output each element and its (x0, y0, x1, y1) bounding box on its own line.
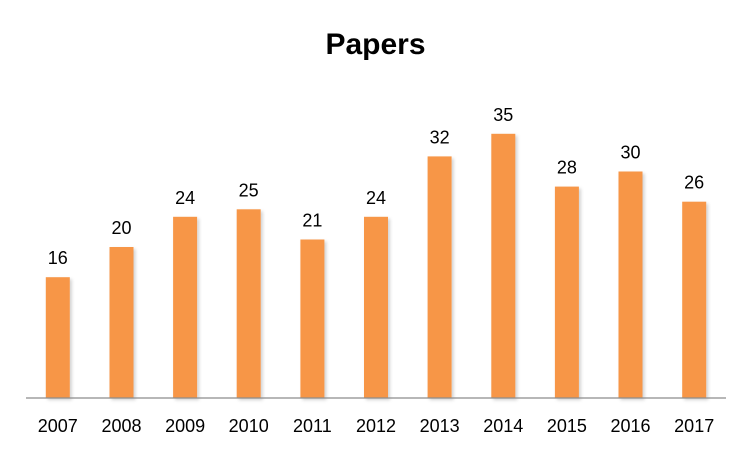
x-tick-label-2011: 2011 (293, 416, 332, 436)
x-tick-label-2014: 2014 (483, 416, 523, 436)
x-tick-labels-layer: 2007 2008 2009 2010 2011 2012 2013 2014 2015 2016… (38, 416, 714, 436)
x-tick-label-2010: 2010 (229, 416, 269, 436)
bar-2011 (300, 239, 325, 398)
data-label-2012: 24 (366, 188, 386, 208)
data-label-2007: 16 (48, 248, 68, 268)
x-tick-label-2007: 2007 (38, 416, 78, 436)
bar-2015 (554, 186, 579, 398)
x-tick-label-2009: 2009 (165, 416, 205, 436)
chart-title: Papers (325, 28, 426, 61)
data-label-2010: 25 (239, 180, 259, 200)
bar-2013 (427, 156, 452, 398)
data-label-2013: 32 (430, 127, 450, 147)
x-tick-label-2015: 2015 (547, 416, 587, 436)
bar-2016 (618, 171, 643, 398)
data-label-2016: 30 (620, 143, 640, 163)
x-tick-label-2012: 2012 (356, 416, 396, 436)
bar-2012 (364, 216, 388, 398)
bar-2017 (682, 201, 707, 398)
data-label-2017: 26 (684, 173, 704, 193)
bar-2007 (45, 277, 70, 398)
bars-layer (45, 133, 707, 399)
x-tick-label-2008: 2008 (101, 416, 141, 436)
data-label-2009: 24 (175, 188, 195, 208)
bar-2014 (491, 133, 516, 399)
data-label-2014: 35 (493, 105, 513, 125)
x-tick-label-2016: 2016 (610, 416, 650, 436)
bar-2009 (173, 216, 198, 398)
x-tick-label-2013: 2013 (420, 416, 460, 436)
data-label-2015: 28 (557, 158, 577, 178)
data-label-2011: 21 (302, 211, 322, 231)
x-tick-label-2017: 2017 (674, 416, 714, 436)
bar-2010 (236, 209, 261, 399)
bar-2008 (109, 247, 134, 398)
data-label-2008: 20 (111, 218, 131, 238)
data-labels-layer: 16 20 24 25 21 24 32 35 28 30 26 (48, 105, 704, 268)
